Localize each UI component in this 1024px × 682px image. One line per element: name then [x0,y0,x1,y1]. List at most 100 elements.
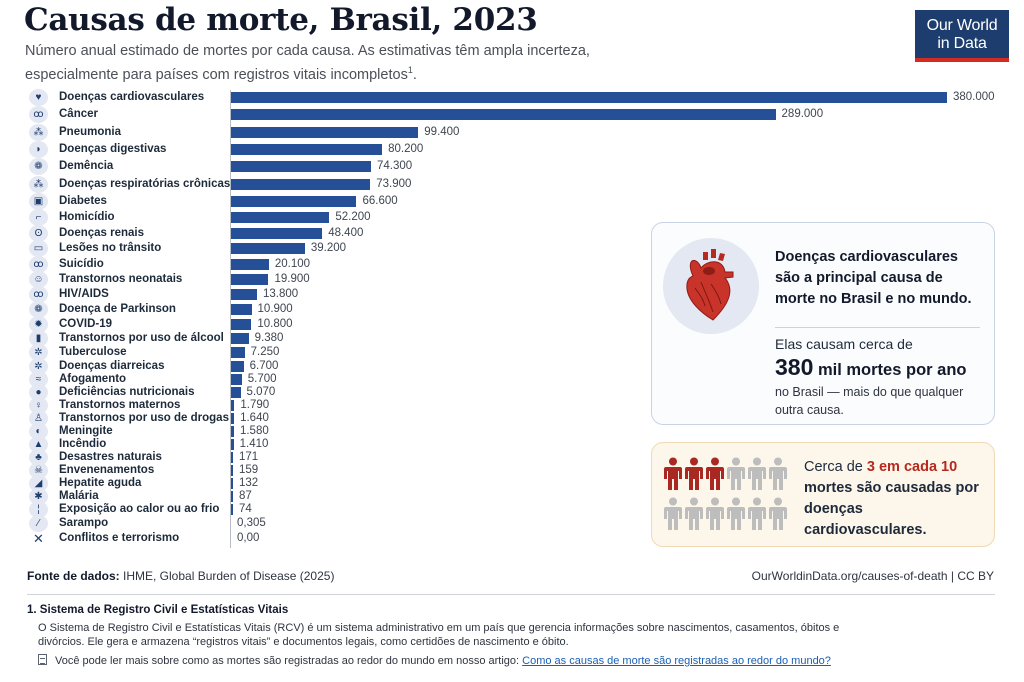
bar [231,503,233,515]
ratio-rest: mortes são causadas por doenças cardiova… [804,480,979,538]
category-label: Pneumonia [59,125,121,138]
value-label: 5.070 [246,385,276,398]
footnote-title: 1. Sistema de Registro Civil e Estatísti… [27,604,289,616]
value-label: 74 [239,502,252,515]
bar [231,227,323,239]
person-icon [748,457,766,491]
chart-row: ⁂ Pneumonia 99.400 [0,123,1024,141]
category-label: Câncer [59,108,98,121]
person-icon [664,497,682,531]
bar [231,243,305,255]
value-label: 1.580 [239,424,269,437]
pregnant-icon: ♀ [29,396,48,414]
chart-row: ✕ Conflitos e terrorismo 0,00 [0,530,1024,547]
ratio-highlight: 3 em cada 10 [866,459,958,475]
person-icon [727,457,745,491]
chart-row: ⁄ Sarampo 0,305 [0,514,1024,532]
chart-row: ♀ Transtornos maternos 1.790 [0,396,1024,414]
chart-row: ♙ Transtornos por uso de drogas 1.640 [0,409,1024,427]
chart-row: ✱ Malária 87 [0,487,1024,505]
person-icon [769,497,787,531]
value-label: 66.600 [362,194,398,207]
ratio-card-text: Cerca de 3 em cada 10 mortes são causada… [804,457,989,541]
bar [231,195,357,207]
value-label: 5.700 [247,372,277,385]
gun-icon: ⌐ [29,209,48,226]
chart-row: ʘ Doenças renais 48.400 [0,224,1024,242]
chart-row: ⌐ Homicídio 52.200 [0,209,1024,226]
heart-pulse-icon: ♥ [29,89,48,106]
category-label: Doenças diarreicas [59,359,165,372]
ratio-lead: Cerca de [804,459,867,475]
value-label: 0,305 [237,516,266,529]
bar [231,273,269,285]
owid-logo[interactable]: Our World in Data [915,10,1009,62]
bar [231,258,269,270]
bar [231,333,249,345]
bar [231,490,233,502]
bar [231,360,244,372]
category-label: Doenças cardiovasculares [59,91,205,103]
chart-row: ꝏ Suicídio 20.100 [0,255,1024,273]
category-label: Suicídio [59,257,104,270]
chart-row: ❁ Demência 74.300 [0,158,1024,176]
value-label: 10.900 [257,303,293,316]
bacteria-icon: ✲ [29,343,48,361]
chart-row: ✹ COVID-19 10.800 [0,315,1024,333]
card-divider [775,327,980,328]
page-title: Causas de morte, Brasil, 2023 [24,2,538,38]
chart-row: ▮ Transtornos por uso de álcool 9.380 [0,330,1024,348]
footnote-body: O Sistema de Registro Civil e Estatístic… [38,622,840,648]
baby-icon: ☺ [29,270,48,288]
chart-row: ☠ Envenenamentos 159 [0,461,1024,479]
category-label: COVID-19 [59,317,113,330]
skull-icon: ☠ [29,461,48,479]
ribbon-icon: ꝏ [29,255,48,273]
credit-link[interactable]: OurWorldinData.org/causes-of-death | CC … [751,569,994,583]
glucose-meter-icon: ▣ [29,192,48,210]
bar [231,288,257,300]
category-label: Envenenamentos [59,463,155,476]
cardio-card-heading: Doenças cardiovasculares são a principal… [775,249,972,307]
logo-line-1: Our World [926,17,998,34]
chart-row: ◐ Meningite 1.580 [0,422,1024,440]
category-label: Tuberculose [59,345,127,358]
big-stat-number: 380 [775,354,814,380]
person-icon [685,497,703,531]
value-label: 80.200 [388,142,424,155]
bar [231,212,330,223]
value-label: 289.000 [781,108,824,121]
chart-row: ♥ Doenças cardiovasculares 380.000 [0,89,1024,106]
category-label: Doenças renais [59,226,145,239]
bar [231,318,252,330]
source-label: Fonte de dados: [27,569,120,583]
value-label: 99.400 [424,125,460,138]
article-link[interactable]: Como as causas de morte são registradas … [522,655,831,667]
value-label: 73.900 [376,177,412,190]
value-label: 0,00 [237,531,260,544]
chart-row: ✲ Doenças diarreicas 6.700 [0,357,1024,375]
cardio-info-card: Doenças cardiovasculares são a principal… [651,222,995,425]
footnote-mark[interactable]: 1 [407,65,413,75]
read-more-text: Você pode ler mais sobre como as mortes … [55,655,523,667]
person-icon: ♙ [29,409,48,427]
category-label: HIV/AIDS [59,287,109,300]
page-subtitle: Número anual estimado de mortes por cada… [25,42,645,85]
read-more-row: Você pode ler mais sobre como as mortes … [38,654,831,667]
category-label: Doenças respiratórias crônicas [59,177,231,190]
bar [231,178,371,190]
crossed-swords-icon: ✕ [33,530,44,546]
data-source: Fonte de dados: IHME, Global Burden of D… [27,569,334,583]
category-label: Sarampo [59,516,109,529]
category-label: Malária [59,489,99,502]
subtitle-text: Número anual estimado de mortes por cada… [25,43,590,83]
person-icon-highlighted [685,457,703,491]
value-label: 87 [239,489,252,502]
person-icon-highlighted [664,457,682,491]
fire-icon: ▲ [29,435,48,453]
stomach-icon: ◗ [29,140,48,158]
ratio-info-card: Cerca de 3 em cada 10 mortes são causada… [651,442,995,547]
category-label: Desastres naturais [59,450,162,463]
bar [231,412,235,424]
category-label: Conflitos e terrorismo [59,531,180,544]
